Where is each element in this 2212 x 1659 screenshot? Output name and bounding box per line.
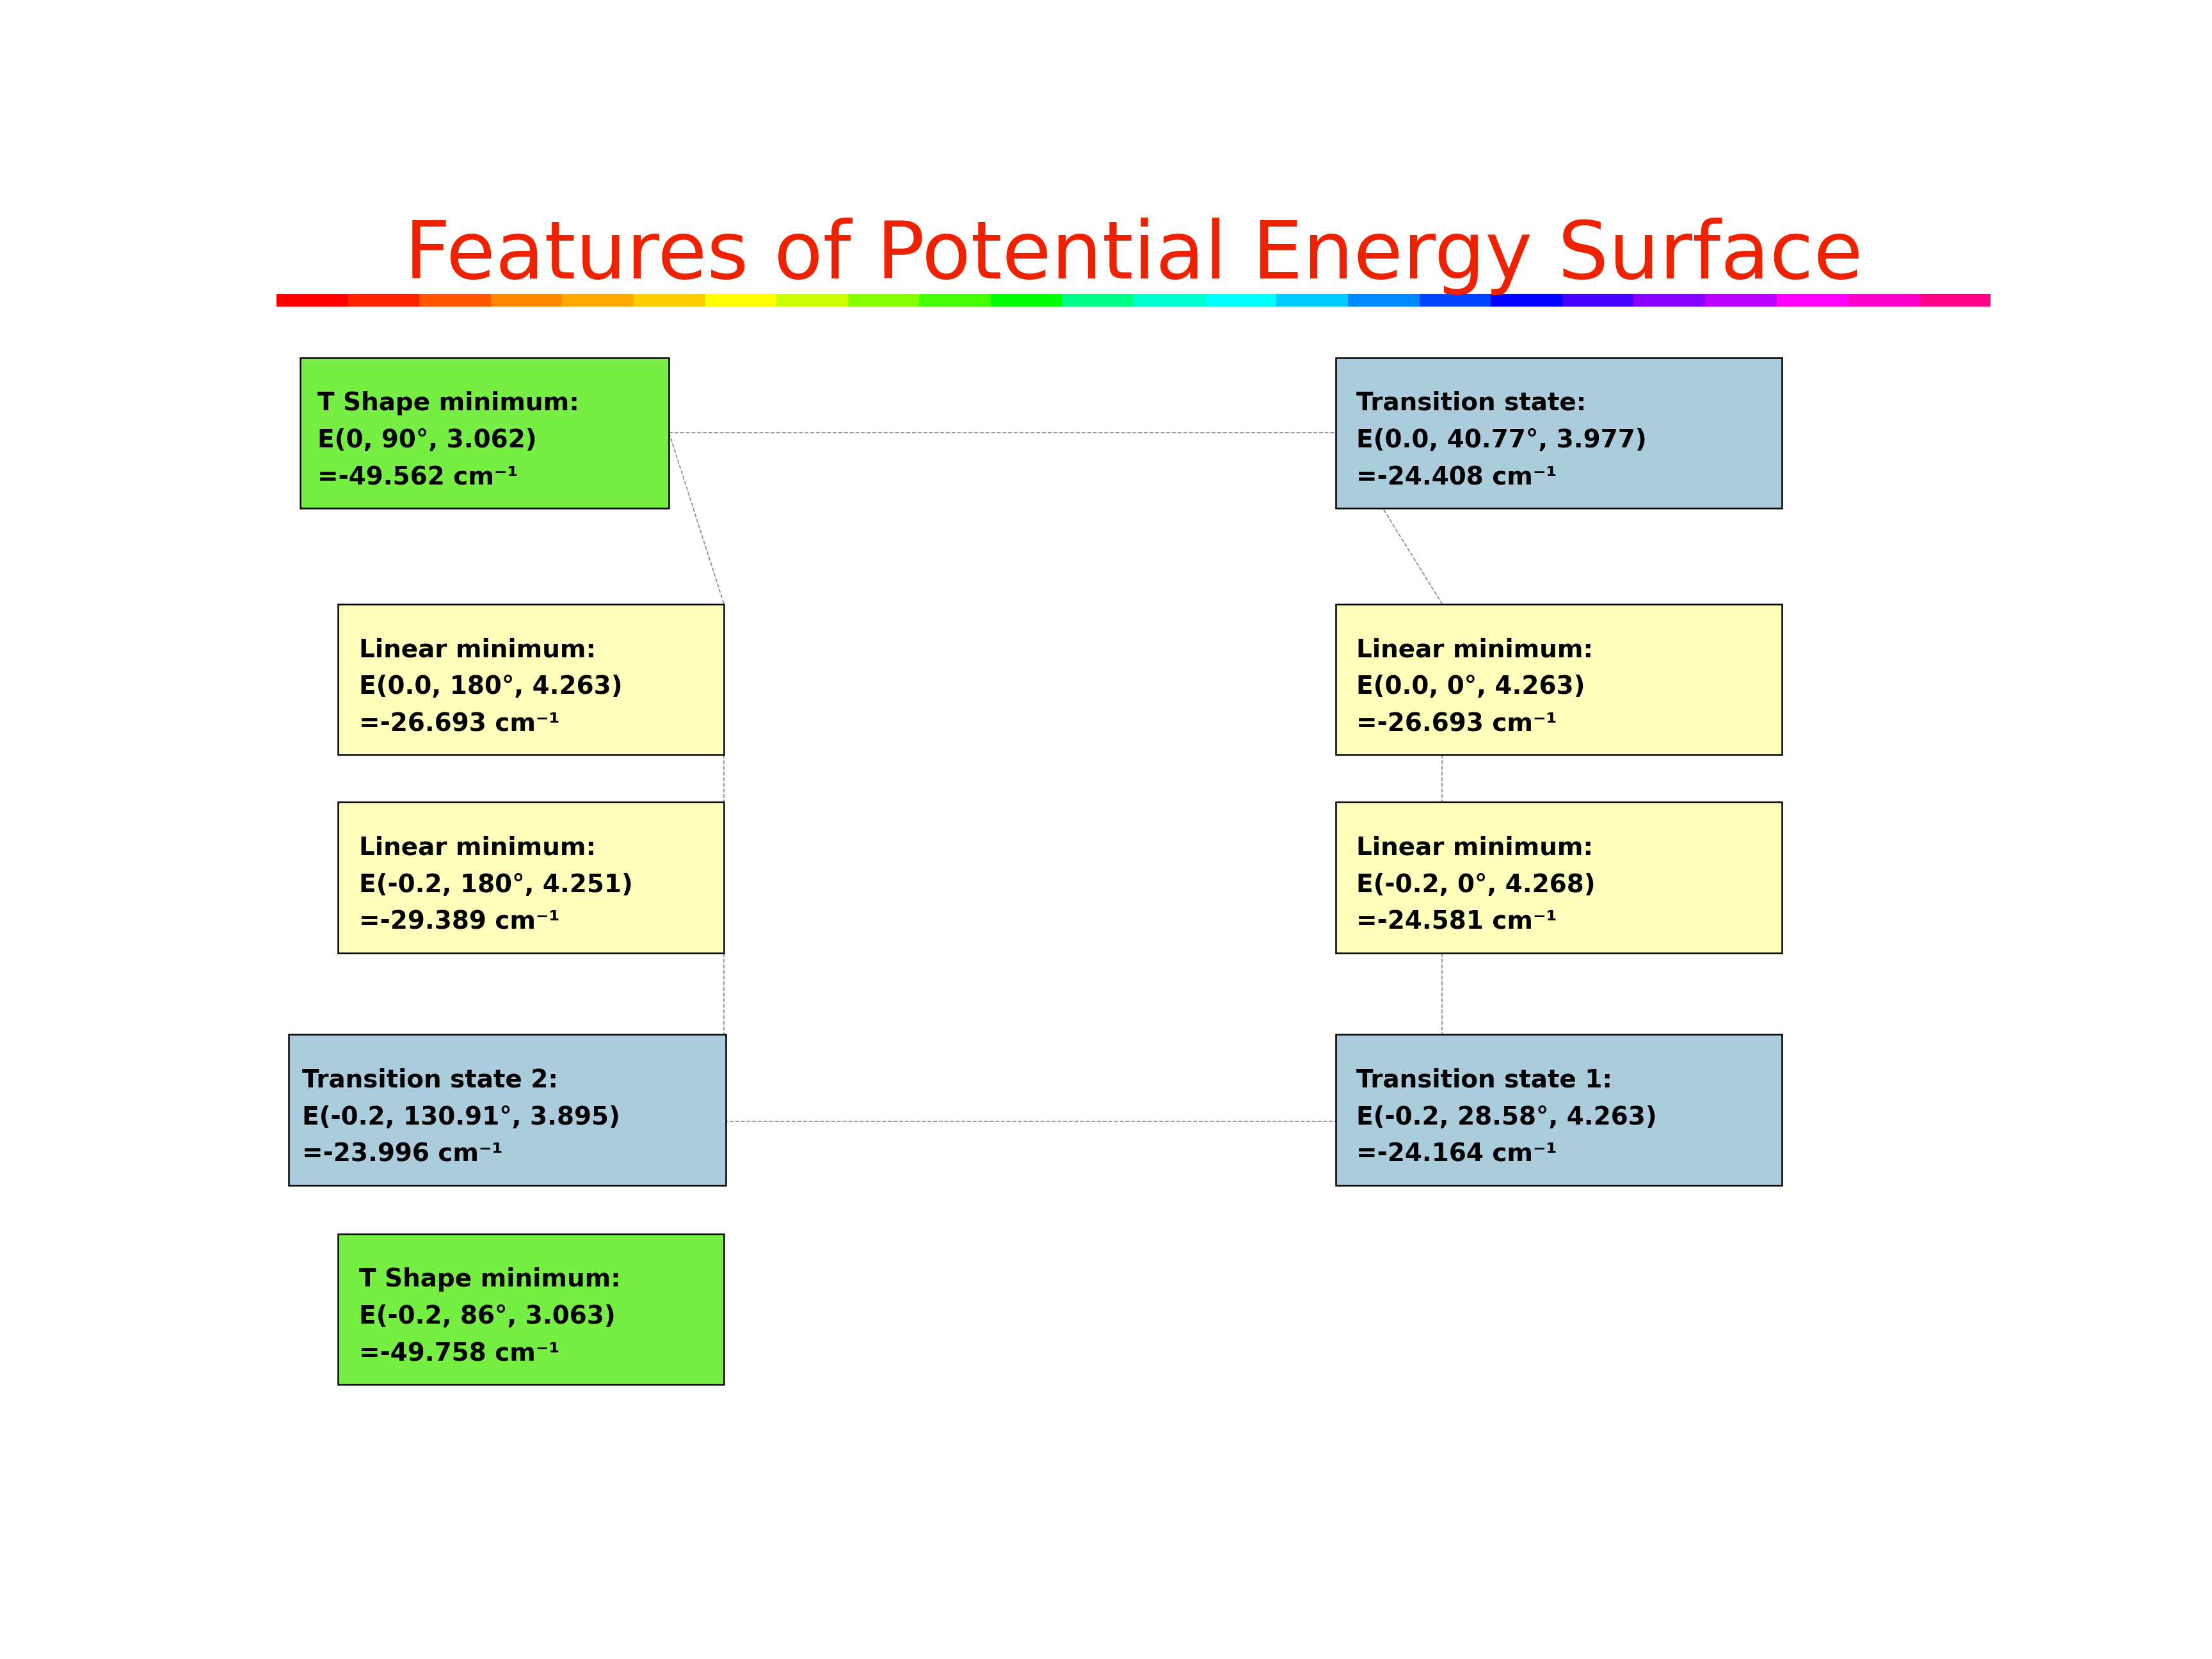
Text: =-24.581 cm⁻¹: =-24.581 cm⁻¹ bbox=[1356, 909, 1557, 934]
Bar bbox=[1562, 294, 1635, 307]
Bar bbox=[1491, 294, 1564, 307]
Bar bbox=[706, 294, 779, 307]
Bar bbox=[1276, 294, 1349, 307]
Text: Transition state 2:: Transition state 2: bbox=[303, 1068, 557, 1092]
Text: E(-0.2, 28.58°, 4.263): E(-0.2, 28.58°, 4.263) bbox=[1356, 1105, 1657, 1130]
FancyBboxPatch shape bbox=[1336, 604, 1781, 755]
Text: E(-0.2, 86°, 3.063): E(-0.2, 86°, 3.063) bbox=[358, 1304, 615, 1329]
Bar bbox=[276, 294, 349, 307]
Bar bbox=[1206, 294, 1279, 307]
Text: =-29.389 cm⁻¹: =-29.389 cm⁻¹ bbox=[358, 909, 560, 934]
Text: =-24.164 cm⁻¹: =-24.164 cm⁻¹ bbox=[1356, 1143, 1557, 1166]
Bar bbox=[991, 294, 1064, 307]
Text: Linear minimum:: Linear minimum: bbox=[1356, 836, 1593, 859]
Text: =-26.693 cm⁻¹: =-26.693 cm⁻¹ bbox=[1356, 712, 1557, 737]
Bar bbox=[1776, 294, 1849, 307]
Text: Features of Potential Energy Surface: Features of Potential Energy Surface bbox=[405, 217, 1863, 295]
Text: =-24.408 cm⁻¹: =-24.408 cm⁻¹ bbox=[1356, 466, 1557, 489]
Bar bbox=[633, 294, 708, 307]
Bar bbox=[1347, 294, 1420, 307]
Bar bbox=[491, 294, 564, 307]
Text: Transition state 1:: Transition state 1: bbox=[1356, 1068, 1613, 1092]
Bar bbox=[347, 294, 420, 307]
FancyBboxPatch shape bbox=[288, 1035, 726, 1185]
Text: =-49.758 cm⁻¹: =-49.758 cm⁻¹ bbox=[358, 1342, 560, 1365]
FancyBboxPatch shape bbox=[301, 357, 668, 508]
Bar bbox=[1635, 294, 1708, 307]
Bar bbox=[1133, 294, 1208, 307]
Text: Linear minimum:: Linear minimum: bbox=[1356, 637, 1593, 662]
Bar bbox=[420, 294, 493, 307]
Bar bbox=[847, 294, 920, 307]
Text: Transition state:: Transition state: bbox=[1356, 392, 1586, 415]
Text: =-49.562 cm⁻¹: =-49.562 cm⁻¹ bbox=[319, 466, 518, 489]
Text: E(-0.2, 0°, 4.268): E(-0.2, 0°, 4.268) bbox=[1356, 873, 1595, 898]
Text: E(0.0, 0°, 4.263): E(0.0, 0°, 4.263) bbox=[1356, 675, 1586, 698]
Text: Linear minimum:: Linear minimum: bbox=[358, 836, 595, 859]
Bar bbox=[776, 294, 849, 307]
FancyBboxPatch shape bbox=[1336, 1035, 1781, 1185]
FancyBboxPatch shape bbox=[1336, 801, 1781, 952]
Text: T Shape minimum:: T Shape minimum: bbox=[319, 392, 580, 415]
Text: E(0.0, 180°, 4.263): E(0.0, 180°, 4.263) bbox=[358, 675, 622, 698]
Text: Linear minimum:: Linear minimum: bbox=[358, 637, 595, 662]
Bar bbox=[1847, 294, 1920, 307]
Text: E(-0.2, 130.91°, 3.895): E(-0.2, 130.91°, 3.895) bbox=[303, 1105, 619, 1130]
Bar bbox=[1705, 294, 1778, 307]
Text: E(-0.2, 180°, 4.251): E(-0.2, 180°, 4.251) bbox=[358, 873, 633, 898]
FancyBboxPatch shape bbox=[338, 1234, 723, 1385]
FancyBboxPatch shape bbox=[338, 604, 723, 755]
FancyBboxPatch shape bbox=[1336, 357, 1781, 508]
Bar bbox=[1920, 294, 1993, 307]
Text: =-23.996 cm⁻¹: =-23.996 cm⁻¹ bbox=[303, 1143, 502, 1166]
Text: E(0.0, 40.77°, 3.977): E(0.0, 40.77°, 3.977) bbox=[1356, 428, 1648, 453]
Bar bbox=[920, 294, 993, 307]
FancyBboxPatch shape bbox=[338, 801, 723, 952]
Text: E(0, 90°, 3.062): E(0, 90°, 3.062) bbox=[319, 428, 538, 453]
Text: =-26.693 cm⁻¹: =-26.693 cm⁻¹ bbox=[358, 712, 560, 737]
Text: T Shape minimum:: T Shape minimum: bbox=[358, 1267, 622, 1292]
Bar bbox=[1062, 294, 1135, 307]
Bar bbox=[1420, 294, 1493, 307]
Bar bbox=[562, 294, 635, 307]
